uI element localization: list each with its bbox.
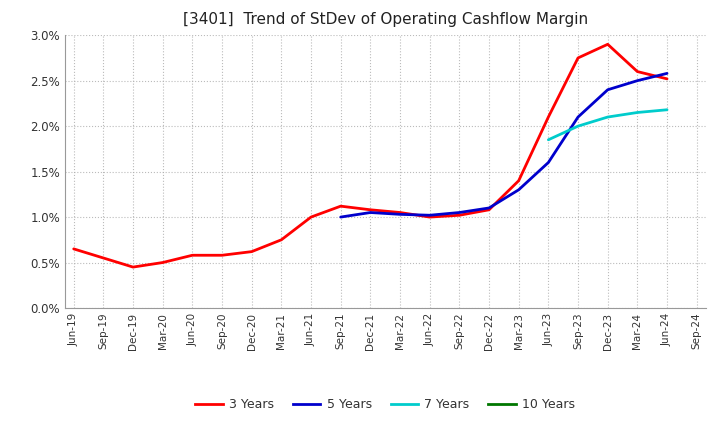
5 Years	[485, 205, 493, 211]
3 Years	[662, 76, 671, 81]
Title: [3401]  Trend of StDev of Operating Cashflow Margin: [3401] Trend of StDev of Operating Cashf…	[183, 12, 588, 27]
3 Years	[485, 207, 493, 213]
5 Years	[396, 212, 405, 217]
3 Years	[426, 214, 434, 220]
7 Years	[633, 110, 642, 115]
Line: 3 Years: 3 Years	[73, 44, 667, 267]
7 Years	[544, 137, 553, 143]
3 Years	[129, 264, 138, 270]
5 Years	[514, 187, 523, 192]
5 Years	[544, 160, 553, 165]
5 Years	[662, 71, 671, 76]
3 Years	[277, 237, 286, 242]
3 Years	[99, 255, 108, 260]
7 Years	[662, 107, 671, 112]
3 Years	[248, 249, 256, 254]
5 Years	[426, 213, 434, 218]
Line: 7 Years: 7 Years	[549, 110, 667, 140]
3 Years	[455, 213, 464, 218]
7 Years	[603, 114, 612, 120]
5 Years	[455, 210, 464, 215]
5 Years	[366, 210, 374, 215]
3 Years	[396, 210, 405, 215]
5 Years	[603, 87, 612, 92]
3 Years	[217, 253, 226, 258]
7 Years	[574, 124, 582, 129]
5 Years	[336, 214, 345, 220]
3 Years	[633, 69, 642, 74]
3 Years	[158, 260, 167, 265]
5 Years	[633, 78, 642, 83]
3 Years	[336, 204, 345, 209]
3 Years	[69, 246, 78, 252]
Line: 5 Years: 5 Years	[341, 73, 667, 217]
5 Years	[574, 114, 582, 120]
3 Years	[514, 178, 523, 183]
3 Years	[544, 114, 553, 120]
3 Years	[188, 253, 197, 258]
3 Years	[574, 55, 582, 61]
Legend: 3 Years, 5 Years, 7 Years, 10 Years: 3 Years, 5 Years, 7 Years, 10 Years	[191, 393, 580, 416]
3 Years	[366, 207, 374, 213]
3 Years	[603, 42, 612, 47]
3 Years	[307, 214, 315, 220]
